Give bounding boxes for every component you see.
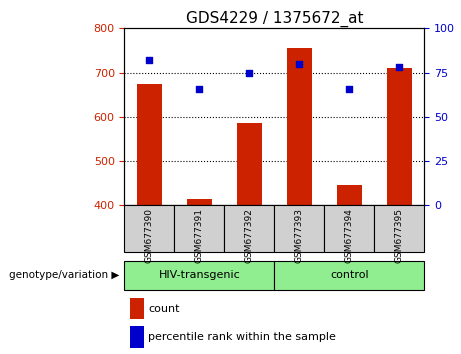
Text: genotype/variation ▶: genotype/variation ▶ [10,270,120,280]
Point [195,86,203,91]
Point [396,64,403,70]
Point [246,70,253,75]
Bar [237,124,262,205]
Bar [130,298,144,319]
Bar [187,199,212,205]
Text: GSM677392: GSM677392 [245,208,254,263]
Text: control: control [330,270,368,280]
Bar [324,205,374,252]
Text: GSM677393: GSM677393 [295,208,304,263]
Point [146,57,153,63]
Bar [124,261,274,290]
Text: HIV-transgenic: HIV-transgenic [159,270,240,280]
Text: count: count [148,303,180,314]
Title: GDS4229 / 1375672_at: GDS4229 / 1375672_at [185,11,363,27]
Bar [374,205,424,252]
Text: GSM677394: GSM677394 [345,208,354,263]
Bar [225,205,274,252]
Bar [337,185,362,205]
Bar [274,205,324,252]
Text: percentile rank within the sample: percentile rank within the sample [148,332,337,342]
Text: GSM677395: GSM677395 [395,208,404,263]
Bar [137,84,162,205]
Bar [124,205,174,252]
Point [296,61,303,67]
Bar [130,326,144,348]
Bar [174,205,225,252]
Bar [387,68,412,205]
Text: GSM677390: GSM677390 [145,208,154,263]
Bar [274,261,424,290]
Bar [287,48,312,205]
Text: GSM677391: GSM677391 [195,208,204,263]
Point [345,86,353,91]
